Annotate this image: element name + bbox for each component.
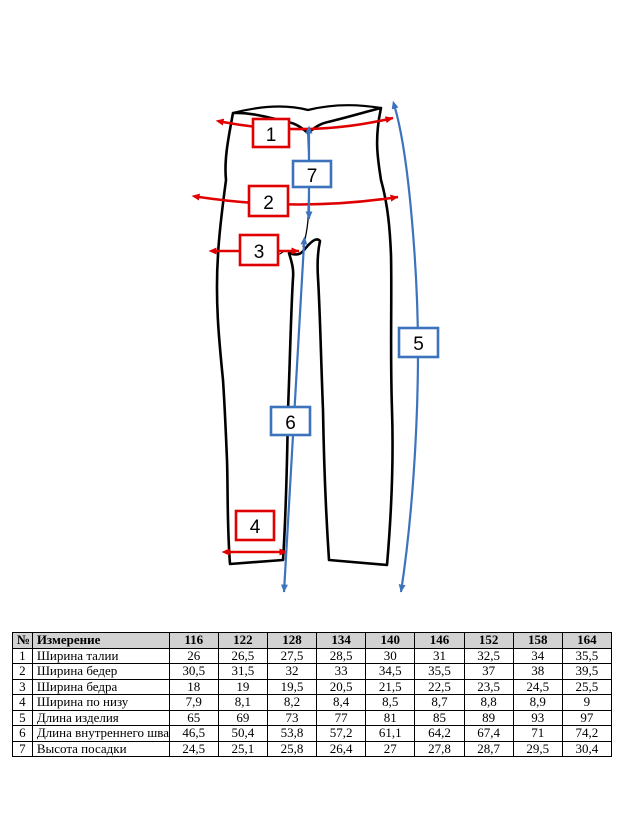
svg-text:5: 5	[413, 334, 424, 355]
svg-text:3: 3	[254, 242, 265, 263]
svg-text:2: 2	[263, 193, 274, 214]
svg-text:6: 6	[285, 413, 296, 434]
svg-text:4: 4	[250, 517, 261, 538]
svg-text:7: 7	[307, 166, 318, 187]
svg-text:1: 1	[266, 125, 277, 146]
